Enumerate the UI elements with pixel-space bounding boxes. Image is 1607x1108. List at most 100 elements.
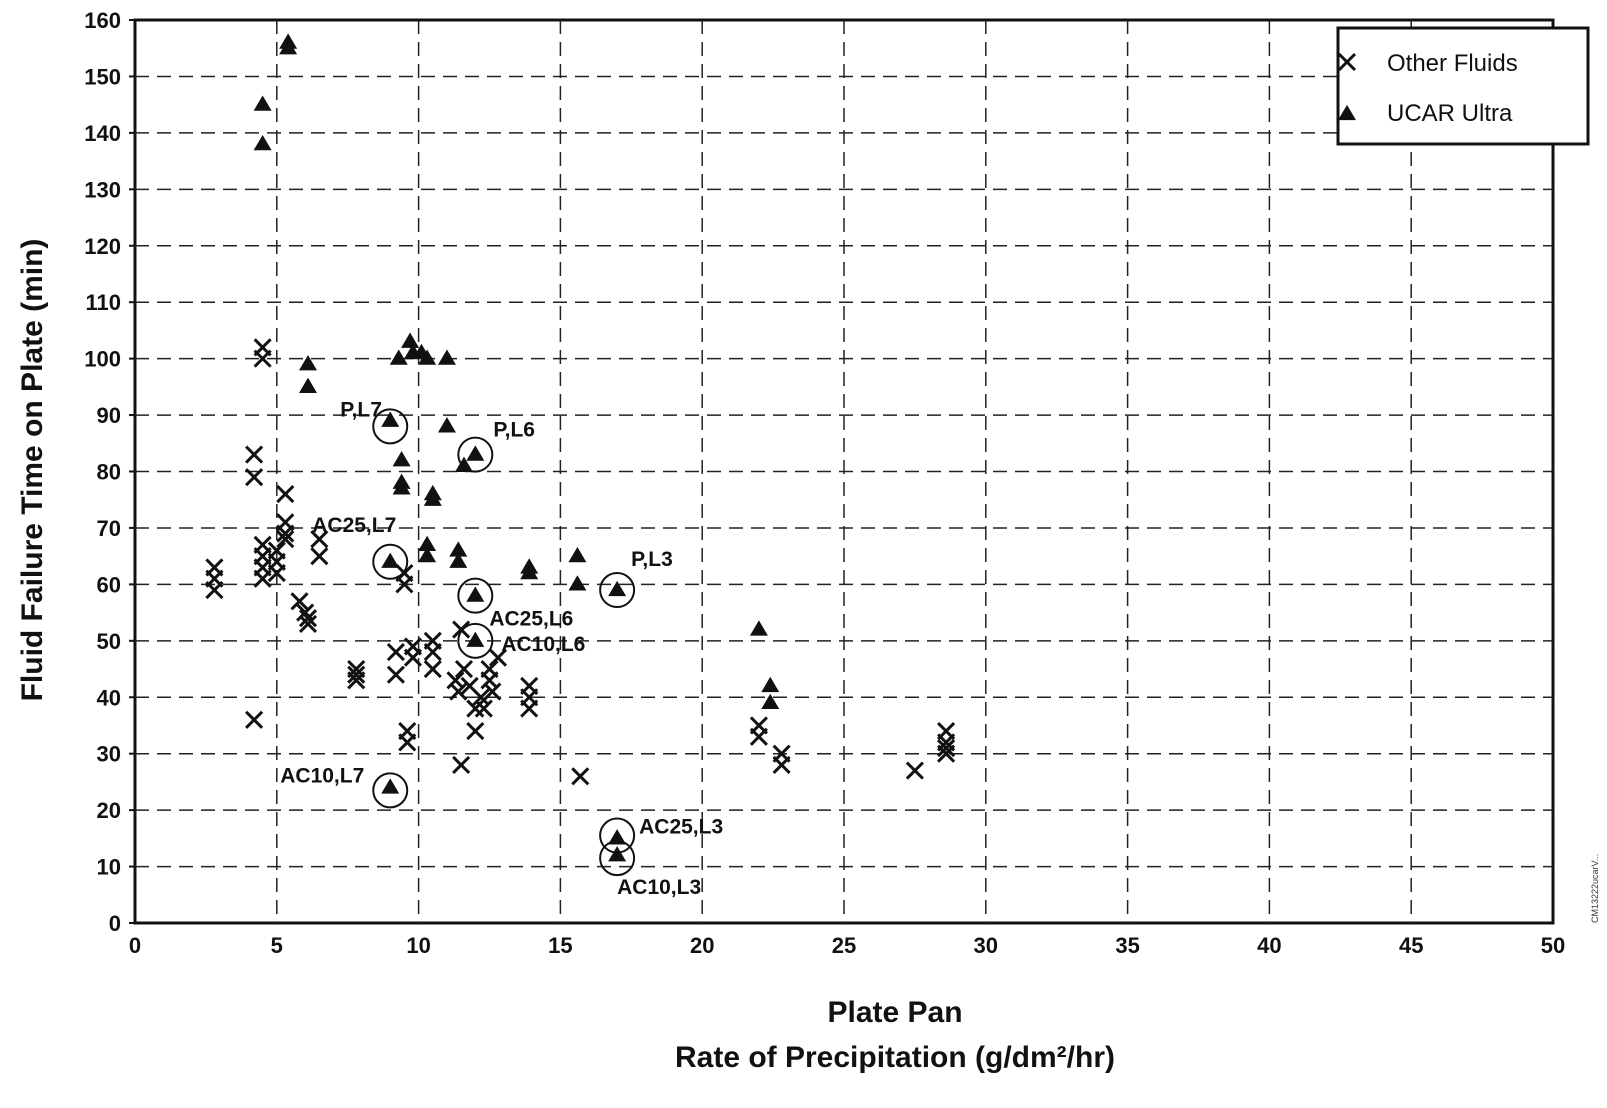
y-tick-label: 50 xyxy=(97,629,121,654)
y-axis-title: Fluid Failure Time on Plate (min) xyxy=(16,239,49,702)
ucar-ultra-point xyxy=(568,546,587,563)
other-fluids-point xyxy=(347,665,366,684)
other-fluids-point xyxy=(488,648,508,667)
other-fluids-point xyxy=(245,468,264,487)
y-tick-label: 80 xyxy=(97,460,121,485)
legend-label: UCAR Ultra xyxy=(1387,100,1513,127)
ucar-ultra-point xyxy=(392,479,411,495)
other-fluids-point xyxy=(386,665,405,684)
annotation-circle xyxy=(599,817,636,854)
other-fluids-point xyxy=(466,699,485,718)
legend: Other Fluids UCAR Ultra xyxy=(1336,26,1590,146)
other-fluids-point xyxy=(423,643,442,662)
ucar-ultra-point xyxy=(466,445,485,461)
ucar-ultra-point xyxy=(381,778,400,794)
other-fluids-point xyxy=(386,643,405,662)
data-points xyxy=(205,33,956,862)
ucar-ultra-point xyxy=(466,631,485,647)
annotation-label: AC25,L3 xyxy=(639,816,723,839)
other-fluids-point xyxy=(310,530,329,549)
other-fluids-point xyxy=(905,761,924,780)
y-tick-label: 0 xyxy=(109,911,121,936)
annotation-label: AC10,L7 xyxy=(280,764,364,787)
y-tick-label: 160 xyxy=(84,8,121,33)
other-fluids-point xyxy=(471,688,491,707)
other-fluids-point xyxy=(276,524,295,543)
ucar-ultra-point xyxy=(437,417,456,433)
y-tick-label: 10 xyxy=(97,855,121,880)
legend-box xyxy=(1336,26,1590,146)
ucar-ultra-point xyxy=(298,355,317,371)
other-fluids-point xyxy=(267,541,286,560)
annotation-circle xyxy=(457,436,494,473)
other-fluids-point xyxy=(403,648,422,667)
ucar-ultra-point xyxy=(253,134,272,151)
ucar-ultra-point xyxy=(449,552,468,568)
y-tick-label: 20 xyxy=(97,798,121,823)
y-tick-label: 120 xyxy=(84,234,121,259)
ucar-ultra-point xyxy=(608,846,627,862)
ucar-ultra-point xyxy=(520,563,539,580)
other-fluids-point xyxy=(454,659,474,679)
other-fluids-point xyxy=(772,755,791,775)
y-tick-label: 30 xyxy=(97,742,121,767)
ucar-ultra-point xyxy=(418,535,437,551)
other-fluids-point xyxy=(290,592,309,611)
other-fluids-point xyxy=(452,620,471,639)
ucar-ultra-point xyxy=(454,456,473,472)
y-tick-label: 70 xyxy=(97,516,121,541)
annotation-circle xyxy=(599,572,636,609)
other-fluids-point xyxy=(480,671,499,690)
x-tick-label: 35 xyxy=(1115,933,1139,958)
x-axis-title: Plate Pan xyxy=(827,996,962,1029)
y-axis-ticks: 0 10 20 30 40 50 60 70 80 90 100 110 120 130 140 150 160 xyxy=(84,8,135,936)
other-fluids-point xyxy=(298,609,318,628)
ucar-ultra-point xyxy=(608,580,627,597)
legend-triangle-icon xyxy=(1338,104,1356,121)
annotation-circle xyxy=(457,622,494,659)
y-tick-label: 130 xyxy=(84,177,121,202)
annotation-circle xyxy=(372,543,409,580)
x-tick-label: 20 xyxy=(690,933,714,958)
side-note: CM13222ucarV... xyxy=(1590,854,1600,923)
ucar-ultra-point xyxy=(761,693,780,710)
other-fluids-point xyxy=(749,727,768,746)
other-fluids-point xyxy=(449,682,468,701)
y-tick-label: 40 xyxy=(97,685,121,710)
annotation-label: AC25,L6 xyxy=(489,608,573,631)
ucar-ultra-point xyxy=(437,349,456,365)
annotation-circle xyxy=(372,772,409,809)
ucar-ultra-point xyxy=(466,586,485,602)
ucar-ultra-point xyxy=(418,349,437,365)
other-fluids-point xyxy=(520,699,539,718)
x-tick-label: 15 xyxy=(548,933,572,958)
ucar-ultra-point xyxy=(423,490,442,506)
grid-lines xyxy=(135,20,1553,923)
other-fluids-point xyxy=(446,671,465,690)
ucar-ultra-point xyxy=(749,620,768,636)
other-fluids-point xyxy=(937,738,956,758)
ucar-ultra-point xyxy=(608,829,627,845)
other-fluids-point xyxy=(398,733,417,752)
other-fluids-point xyxy=(571,767,590,786)
ucar-ultra-point xyxy=(449,541,468,557)
other-fluids-point xyxy=(310,547,329,566)
annotation-label: P,L3 xyxy=(631,548,673,571)
x-tick-label: 5 xyxy=(271,933,283,958)
ucar-ultra-point xyxy=(568,575,587,591)
other-fluids-point xyxy=(395,575,414,594)
annotation-label: AC10,L3 xyxy=(617,876,701,899)
ucar-ultra-point xyxy=(401,332,420,348)
other-fluids-point xyxy=(205,569,224,588)
ucar-ultra-point xyxy=(279,39,298,55)
other-fluids-point xyxy=(245,710,264,729)
x-tick-label: 0 xyxy=(129,933,141,958)
ucar-ultra-point xyxy=(381,552,400,568)
annotation-label: P,L6 xyxy=(493,419,535,442)
annotation-label: P,L7 xyxy=(340,398,382,421)
x-tick-label: 10 xyxy=(406,933,430,958)
other-fluids-point xyxy=(347,671,366,690)
y-tick-label: 100 xyxy=(84,347,121,372)
ucar-ultra-point xyxy=(381,411,400,427)
ucar-ultra-point xyxy=(389,349,408,365)
